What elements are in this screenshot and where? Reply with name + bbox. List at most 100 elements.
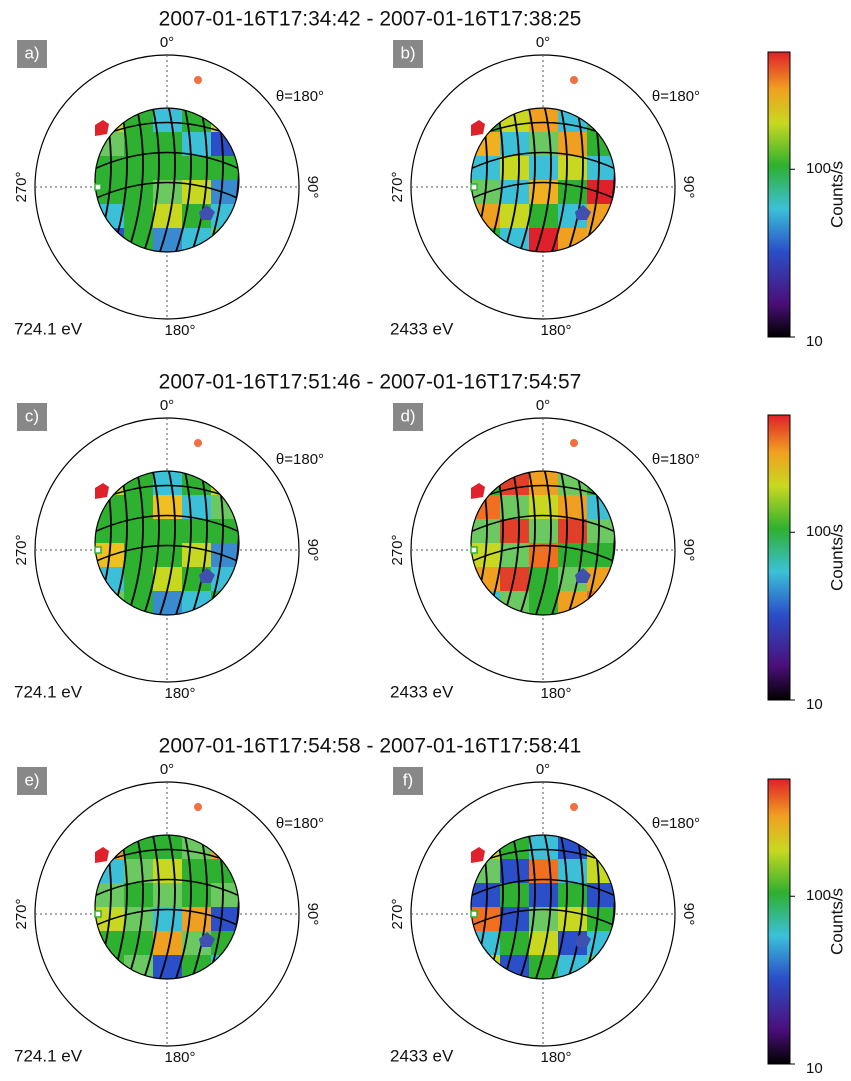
field-line bbox=[95, 108, 96, 252]
angle-bottom: 180° bbox=[164, 1049, 195, 1066]
field-arc bbox=[471, 878, 615, 898]
panel-label-box bbox=[17, 767, 47, 795]
sky-map: f) 2433 eV 0° 180° 270° 90° θ=180° bbox=[389, 761, 700, 1066]
field-line bbox=[188, 108, 208, 252]
panel-label-box bbox=[17, 403, 47, 431]
angle-left: 270° bbox=[13, 534, 30, 565]
field-line bbox=[516, 835, 536, 979]
pixel bbox=[153, 471, 183, 496]
star-dot bbox=[570, 76, 578, 84]
pixel bbox=[529, 108, 559, 133]
sun-blob bbox=[95, 483, 109, 499]
star-dot bbox=[194, 803, 202, 811]
energy-label: 2433 eV bbox=[390, 1046, 454, 1065]
marker bbox=[94, 546, 102, 554]
angle-top: 0° bbox=[536, 34, 550, 51]
pixel bbox=[153, 591, 183, 615]
colorbar-label: Counts/s bbox=[827, 888, 846, 955]
colorbar-label: Counts/s bbox=[827, 161, 846, 228]
planet-blob bbox=[575, 205, 591, 220]
panel-label: b) bbox=[400, 43, 415, 62]
field-line bbox=[471, 471, 472, 615]
panel-label: e) bbox=[24, 770, 39, 789]
marker bbox=[470, 546, 478, 554]
colorbar-tick-label: 100 bbox=[806, 523, 831, 540]
colorbar-tick-label: 10 bbox=[806, 696, 823, 713]
field-line bbox=[236, 835, 239, 979]
pixel bbox=[124, 519, 154, 544]
field-line bbox=[532, 108, 552, 252]
theta-label: θ=180° bbox=[652, 815, 700, 832]
field-line bbox=[95, 835, 96, 979]
disk-edge bbox=[94, 470, 240, 616]
pixel bbox=[153, 519, 183, 544]
sun-blob bbox=[95, 847, 109, 863]
pixel bbox=[587, 132, 615, 157]
field-arc bbox=[95, 908, 239, 928]
marker bbox=[94, 910, 102, 918]
angle-bottom: 180° bbox=[540, 322, 571, 339]
pixel bbox=[211, 228, 239, 252]
field-arc bbox=[471, 544, 615, 564]
field-line bbox=[612, 471, 615, 615]
angle-right: 90° bbox=[304, 176, 321, 199]
pixel bbox=[153, 156, 183, 181]
pixel bbox=[587, 495, 615, 520]
field-line bbox=[564, 108, 584, 252]
pixel bbox=[153, 108, 183, 133]
field-line bbox=[124, 471, 144, 615]
pixel bbox=[529, 955, 559, 979]
sun-blob bbox=[95, 120, 109, 136]
field-line bbox=[236, 108, 239, 252]
colorbar bbox=[767, 51, 791, 338]
disk-edge bbox=[470, 834, 616, 980]
angle-top: 0° bbox=[536, 761, 550, 778]
field-line bbox=[156, 835, 176, 979]
angle-left: 270° bbox=[13, 171, 30, 202]
field-arc bbox=[471, 514, 615, 534]
angle-left: 270° bbox=[389, 171, 406, 202]
pixel bbox=[529, 591, 559, 615]
field-line bbox=[124, 835, 144, 979]
panel-label-box bbox=[17, 40, 47, 68]
colorbar-tick-label: 100 bbox=[806, 160, 831, 177]
angle-top: 0° bbox=[160, 397, 174, 414]
star-dot bbox=[570, 803, 578, 811]
panel-label-box bbox=[393, 767, 423, 795]
field-line bbox=[140, 835, 160, 979]
pixel bbox=[211, 859, 239, 884]
disk-edge bbox=[94, 107, 240, 253]
marker bbox=[94, 183, 102, 191]
field-line bbox=[236, 471, 239, 615]
field-of-view bbox=[95, 108, 239, 252]
field-line bbox=[500, 108, 520, 252]
field-line bbox=[172, 835, 192, 979]
field-line bbox=[612, 108, 615, 252]
row-title: 2007-01-16T17:34:42 - 2007-01-16T17:38:2… bbox=[159, 8, 582, 31]
angle-right: 90° bbox=[680, 176, 697, 199]
sky-map: e) 724.1 eV 0° 180° 270° 90° θ=180° bbox=[13, 761, 324, 1066]
planet-blob bbox=[199, 932, 215, 947]
field-arc bbox=[471, 181, 615, 201]
pixel bbox=[211, 495, 239, 520]
pixel bbox=[587, 955, 615, 979]
star-dot bbox=[194, 439, 202, 447]
pixel bbox=[529, 471, 559, 496]
sun-blob bbox=[471, 120, 485, 136]
pixel bbox=[587, 859, 615, 884]
sun-blob bbox=[471, 483, 485, 499]
pixel bbox=[529, 883, 559, 908]
angle-left: 270° bbox=[389, 898, 406, 929]
sky-map: a) 724.1 eV 0° 180° 270° 90° θ=180° bbox=[13, 34, 324, 339]
field-line bbox=[124, 108, 144, 252]
angle-left: 270° bbox=[389, 534, 406, 565]
pixel bbox=[471, 955, 501, 979]
field-arc bbox=[471, 908, 615, 928]
pixel bbox=[211, 543, 239, 568]
marker bbox=[470, 910, 478, 918]
field-line bbox=[471, 108, 472, 252]
colorbar bbox=[767, 778, 791, 1065]
colorbar-tick-label: 10 bbox=[806, 333, 823, 350]
energy-label: 724.1 eV bbox=[14, 1046, 83, 1065]
